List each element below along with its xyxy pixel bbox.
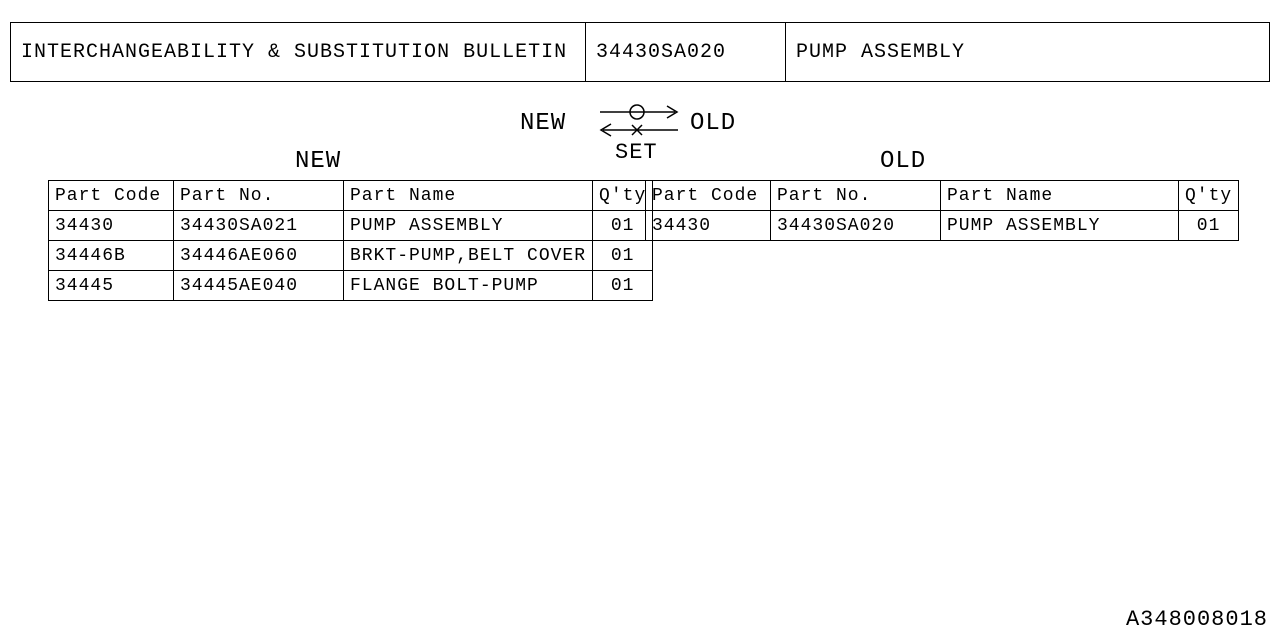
bulletin-header: INTERCHANGEABILITY & SUBSTITUTION BULLET… <box>10 22 1270 82</box>
cell-part-no: 34430SA020 <box>771 211 941 241</box>
col-part-no: Part No. <box>174 181 344 211</box>
cell-qty: 01 <box>593 271 653 301</box>
cell-part-code: 34430 <box>646 211 771 241</box>
col-part-name: Part Name <box>344 181 593 211</box>
old-parts-table: Part Code Part No. Part Name Q'ty 344303… <box>645 180 1239 241</box>
cell-qty: 01 <box>593 241 653 271</box>
col-part-code: Part Code <box>646 181 771 211</box>
cell-part-code: 34446B <box>49 241 174 271</box>
cell-part-name: BRKT-PUMP,BELT COVER <box>344 241 593 271</box>
cell-part-no: 34445AE040 <box>174 271 344 301</box>
bulletin-part-name: PUMP ASSEMBLY <box>786 23 1269 81</box>
cell-qty: 01 <box>1179 211 1239 241</box>
cell-qty: 01 <box>593 211 653 241</box>
table-row: 3443034430SA021PUMP ASSEMBLY01 <box>49 211 653 241</box>
cell-part-code: 34430 <box>49 211 174 241</box>
new-table-body: 3443034430SA021PUMP ASSEMBLY0134446B3444… <box>49 211 653 301</box>
col-qty: Q'ty <box>593 181 653 211</box>
interchange-arrow-block: NEW OLD SET <box>520 100 760 150</box>
cell-part-no: 34446AE060 <box>174 241 344 271</box>
cell-part-no: 34430SA021 <box>174 211 344 241</box>
col-part-name: Part Name <box>941 181 1179 211</box>
bulletin-title: INTERCHANGEABILITY & SUBSTITUTION BULLET… <box>11 23 586 81</box>
col-part-code: Part Code <box>49 181 174 211</box>
bulletin-part-number: 34430SA020 <box>586 23 786 81</box>
new-section-label: NEW <box>295 148 341 175</box>
new-parts-table: Part Code Part No. Part Name Q'ty 344303… <box>48 180 653 301</box>
old-table-body: 3443034430SA020PUMP ASSEMBLY01 <box>646 211 1239 241</box>
document-id: A348008018 <box>1126 607 1268 632</box>
table-header-row: Part Code Part No. Part Name Q'ty <box>49 181 653 211</box>
table-header-row: Part Code Part No. Part Name Q'ty <box>646 181 1239 211</box>
col-qty: Q'ty <box>1179 181 1239 211</box>
arrow-left-label: NEW <box>520 110 566 137</box>
double-arrow-icon <box>595 100 685 144</box>
col-part-no: Part No. <box>771 181 941 211</box>
cell-part-name: PUMP ASSEMBLY <box>941 211 1179 241</box>
cell-part-name: FLANGE BOLT-PUMP <box>344 271 593 301</box>
table-row: 34446B34446AE060BRKT-PUMP,BELT COVER01 <box>49 241 653 271</box>
old-section-label: OLD <box>880 148 926 175</box>
arrow-right-label: OLD <box>690 110 736 137</box>
cell-part-code: 34445 <box>49 271 174 301</box>
cell-part-name: PUMP ASSEMBLY <box>344 211 593 241</box>
table-row: 3443034430SA020PUMP ASSEMBLY01 <box>646 211 1239 241</box>
table-row: 3444534445AE040FLANGE BOLT-PUMP01 <box>49 271 653 301</box>
